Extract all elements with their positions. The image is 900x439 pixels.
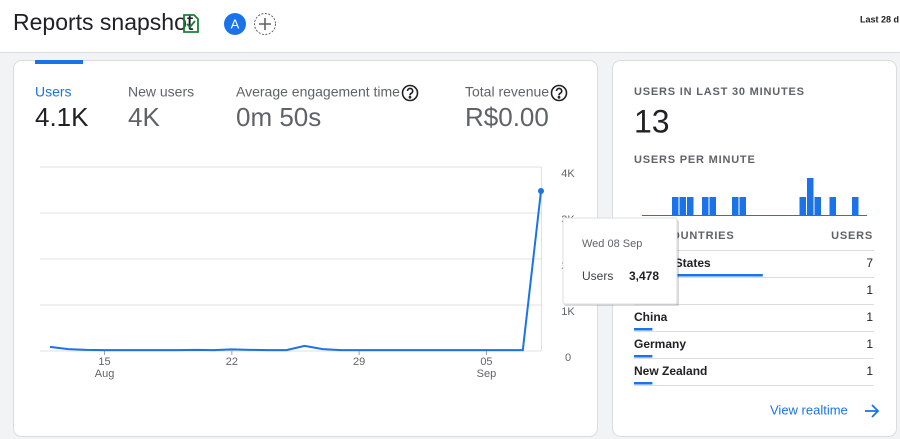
link-text: View realtime — [770, 402, 848, 417]
country-bar — [634, 328, 653, 331]
country-row: China 1 — [634, 310, 874, 332]
per-minute-bar — [739, 197, 746, 216]
metric-label: New users — [128, 84, 194, 100]
country-users: 1 — [866, 337, 873, 351]
country-bar — [634, 382, 653, 385]
metric-label: Users — [35, 84, 72, 100]
country-name: China — [634, 310, 668, 324]
metric-tabs: Users 4.1K New users 4K Average engagement t… — [35, 84, 568, 132]
page-title: Reports snapshot — [13, 9, 194, 35]
metric-value: R$0.00 — [465, 102, 549, 132]
x-tick-label: 15 — [98, 356, 110, 368]
metric-value: 0m 50s — [236, 102, 321, 132]
metric-tab[interactable]: Average engagement time 0m 50s — [236, 84, 419, 132]
help-icon[interactable] — [550, 84, 568, 102]
country-name: New Zealand — [634, 364, 707, 378]
help-icon[interactable] — [401, 84, 419, 102]
country-row: New Zealand 1 — [634, 364, 874, 386]
per-minute-bar — [807, 178, 814, 216]
tooltip: Wed 08 Sep Users 3,478 — [562, 217, 679, 306]
country-bar — [634, 355, 653, 358]
help-circle — [401, 84, 419, 102]
line-series — [49, 190, 542, 352]
table-header: USERS — [831, 230, 873, 242]
top-bar — [0, 0, 900, 52]
per-minute-bar — [799, 197, 806, 216]
avatar-letter: A — [231, 16, 240, 31]
per-minute-bar — [672, 197, 679, 216]
help-mark — [406, 87, 414, 96]
metric-tab[interactable]: Total revenue R$0.00 — [465, 84, 568, 132]
help-dot — [408, 95, 412, 99]
x-tick-label: 29 — [353, 356, 365, 368]
help-circle — [550, 84, 568, 102]
per-minute-bar — [679, 197, 686, 216]
per-minute-bar — [829, 197, 836, 216]
y-tick-label: 0 — [565, 352, 571, 364]
metric-value: 4K — [128, 102, 160, 132]
metric-value: 4.1K — [35, 102, 89, 132]
x-tick-label: 05 — [480, 356, 492, 368]
y-tick-label: 1K — [561, 306, 575, 318]
realtime-value: 13 — [634, 103, 670, 139]
country-users: 1 — [866, 310, 873, 324]
view-realtime-link[interactable]: View realtime — [770, 402, 880, 418]
per-minute-bar — [814, 197, 821, 216]
metric-tab[interactable]: New users 4K — [128, 84, 194, 132]
country-users: 1 — [866, 283, 873, 297]
country-bar — [634, 274, 763, 277]
per-minute-bar — [702, 197, 709, 216]
hover-point — [538, 188, 544, 195]
tooltip-series: Users — [582, 269, 613, 283]
per-minute-bar — [709, 197, 716, 216]
country-users: 7 — [866, 256, 873, 270]
x-month-label: Sep — [477, 368, 497, 380]
per-minute-bar — [732, 197, 739, 216]
metric-tab[interactable]: Users 4.1K — [35, 84, 89, 132]
date-range[interactable]: Last 28 d — [860, 14, 899, 24]
tooltip-value: 3,478 — [629, 269, 659, 283]
help-mark — [555, 87, 563, 96]
realtime-title: USERS IN LAST 30 MINUTES — [634, 86, 805, 98]
country-row: Germany 1 — [634, 337, 874, 359]
saved-icon — [183, 14, 199, 33]
x-tick-label: 22 — [226, 356, 238, 368]
tooltip-box — [562, 217, 678, 305]
country-name: Germany — [634, 337, 686, 351]
per-minute-title: USERS PER MINUTE — [634, 154, 756, 166]
link-arrow — [865, 404, 880, 418]
y-tick-label: 4K — [561, 168, 575, 180]
add-comparison[interactable] — [254, 13, 276, 35]
x-month-label: Aug — [95, 368, 115, 380]
avatar[interactable]: A — [224, 13, 246, 35]
per-minute-bar — [852, 197, 859, 216]
active-tab-indicator — [35, 60, 83, 64]
help-dot — [557, 95, 561, 99]
country-users: 1 — [866, 364, 873, 378]
tooltip-date: Wed 08 Sep — [582, 238, 642, 250]
metric-label: Total revenue — [465, 84, 549, 100]
metric-label: Average engagement time — [236, 84, 400, 100]
per-minute-bar — [687, 197, 694, 216]
